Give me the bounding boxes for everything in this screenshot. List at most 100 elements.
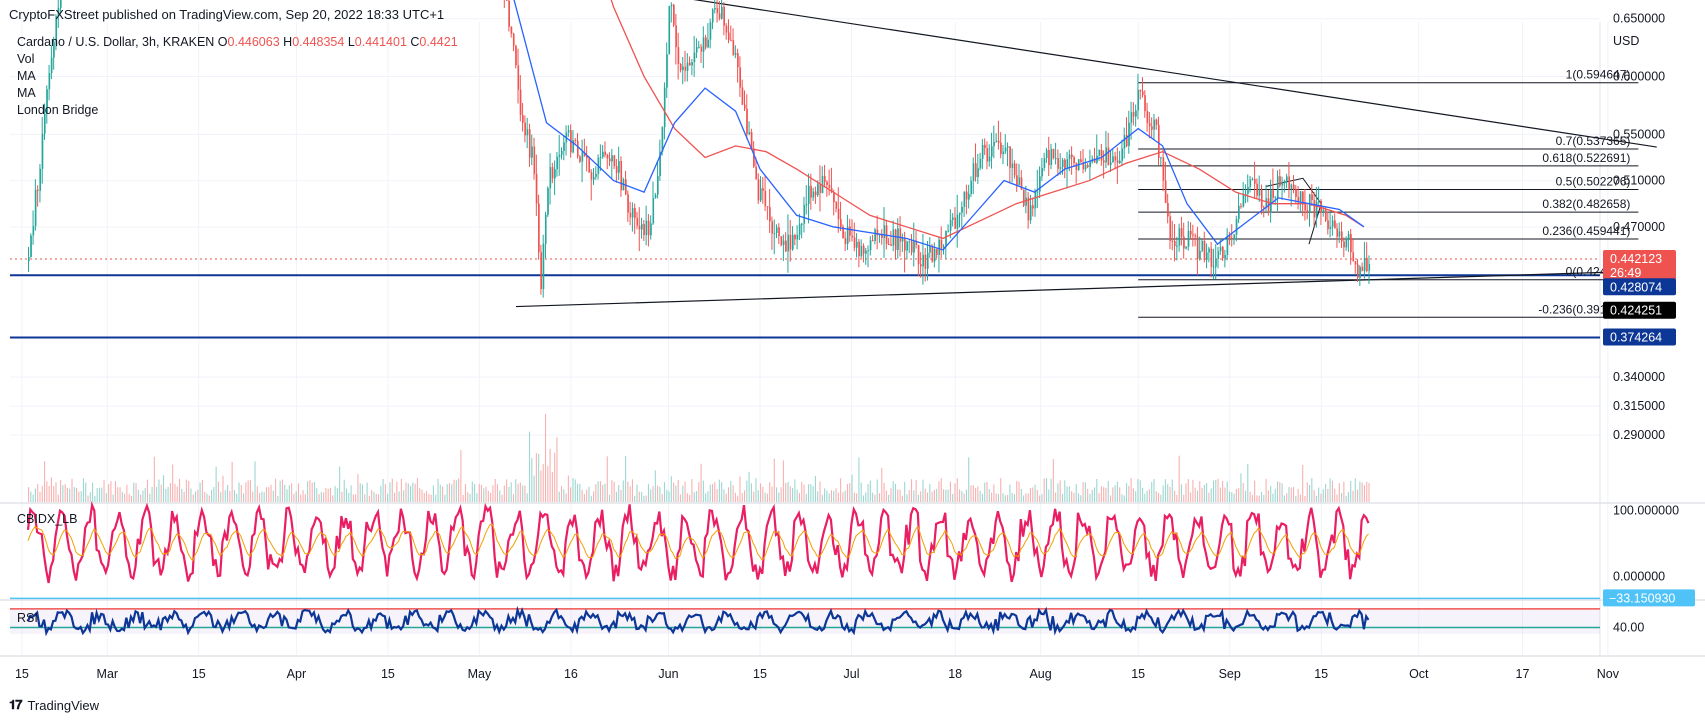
volume-bar: [890, 488, 892, 502]
candle-body: [1290, 184, 1293, 189]
candle-body: [34, 189, 37, 227]
volume-bar: [297, 483, 300, 502]
volume-bar: [1309, 485, 1311, 502]
candle-body: [1265, 198, 1268, 208]
volume-bar: [1091, 489, 1093, 502]
volume-bar: [1009, 484, 1011, 502]
time-tick-label: May: [468, 667, 492, 681]
volume-bar: [920, 491, 922, 502]
volume-bar: [668, 491, 670, 502]
candle-body: [618, 161, 620, 173]
volume-bar: [352, 494, 354, 502]
volume-bar: [1258, 495, 1260, 502]
volume-bar: [682, 485, 684, 502]
volume-bar: [1286, 493, 1288, 502]
volume-bar: [50, 477, 52, 502]
volume-bar: [700, 463, 702, 502]
volume-bar: [1304, 495, 1306, 502]
indicator-london-bridge[interactable]: London Bridge: [17, 103, 99, 117]
time-tick-label: Oct: [1409, 667, 1429, 681]
volume-bar: [579, 483, 581, 502]
time-tick-label: 18: [948, 667, 962, 681]
volume-bar: [71, 478, 73, 502]
footer-brand[interactable]: 𝟏𝟕 TradingView: [9, 697, 99, 713]
candle-body: [993, 141, 995, 147]
volume-bar: [1121, 494, 1123, 502]
candle-body: [709, 22, 712, 40]
price-tick-label: 0.550000: [1613, 127, 1665, 141]
candle-body: [805, 203, 808, 205]
candle-body: [1345, 238, 1348, 248]
candle-body: [1208, 248, 1210, 253]
candle-body: [984, 144, 986, 149]
candle-body: [1224, 255, 1226, 259]
volume-bar: [663, 482, 666, 502]
volume-bar: [917, 494, 919, 502]
candle-body: [540, 252, 542, 290]
volume-bar: [295, 491, 297, 502]
volume-bar: [442, 486, 444, 502]
candle-body: [1263, 207, 1265, 209]
volume-bar: [689, 494, 691, 502]
volume-bar: [343, 479, 345, 502]
price-tick-label: 0.340000: [1613, 370, 1665, 384]
volume-bar: [1082, 482, 1084, 502]
candle-body: [718, 13, 721, 19]
volume-bar: [531, 458, 533, 502]
indicator-ma-2[interactable]: MA: [17, 86, 36, 100]
volume-bar: [341, 491, 343, 502]
oscillator-title[interactable]: CBIDX_LB: [17, 512, 78, 526]
price-badge-countdown: 26:49: [1610, 266, 1641, 280]
candle-body: [1343, 241, 1345, 248]
symbol-name[interactable]: Cardano / U.S. Dollar, 3h, KRAKEN: [17, 35, 215, 49]
volume-bar: [737, 495, 739, 502]
rsi-tick-label: 40.00: [1613, 621, 1644, 635]
candle-body: [1073, 157, 1075, 164]
candle-body: [1183, 236, 1185, 249]
candle-body: [1219, 246, 1222, 252]
volume-bar: [517, 483, 519, 502]
volume-bar: [1203, 484, 1205, 502]
volume-bar: [1329, 478, 1331, 502]
volume-bar: [883, 482, 885, 502]
volume-bar: [112, 494, 114, 502]
rsi-title[interactable]: RSI: [17, 611, 38, 625]
candle-body: [808, 185, 810, 204]
publisher-caption: CryptoFXStreet published on TradingView.…: [9, 7, 445, 22]
candle-body: [1279, 176, 1281, 186]
volume-bar: [252, 491, 254, 502]
volume-bar: [753, 491, 755, 502]
candle-body: [1105, 147, 1108, 163]
volume-bar: [1338, 483, 1340, 502]
fib-level-label: 0.236(0.459441): [1542, 224, 1630, 238]
high-label: H: [283, 35, 293, 49]
volume-bar: [410, 485, 412, 502]
volume-bar: [453, 479, 455, 502]
tradingview-logo-icon: 𝟏𝟕: [9, 697, 23, 712]
volume-bar: [826, 490, 828, 502]
volume-bar: [865, 492, 867, 502]
candle-body: [1000, 142, 1002, 155]
volume-bar: [512, 494, 515, 502]
volume-bar: [1011, 492, 1013, 502]
time-tick-label: 15: [15, 667, 29, 681]
candle-body: [1199, 251, 1201, 259]
volume-bar: [215, 466, 217, 502]
candle-body: [1112, 156, 1114, 163]
candle-body: [542, 243, 545, 290]
candle-body: [1215, 258, 1217, 267]
indicator-vol[interactable]: Vol: [17, 52, 35, 66]
volume-bar: [766, 493, 768, 502]
price-tick-label: 0.650000: [1613, 12, 1665, 26]
indicator-ma-1[interactable]: MA: [17, 69, 36, 83]
candle-body: [1119, 160, 1121, 164]
volume-bar: [840, 478, 842, 502]
volume-bar: [1103, 487, 1105, 502]
volume-bar: [851, 474, 853, 502]
volume-bar: [734, 492, 736, 502]
volume-bar: [32, 494, 34, 502]
volume-bar: [1288, 487, 1290, 502]
candle-body: [819, 184, 822, 193]
candle-body: [1187, 230, 1190, 247]
